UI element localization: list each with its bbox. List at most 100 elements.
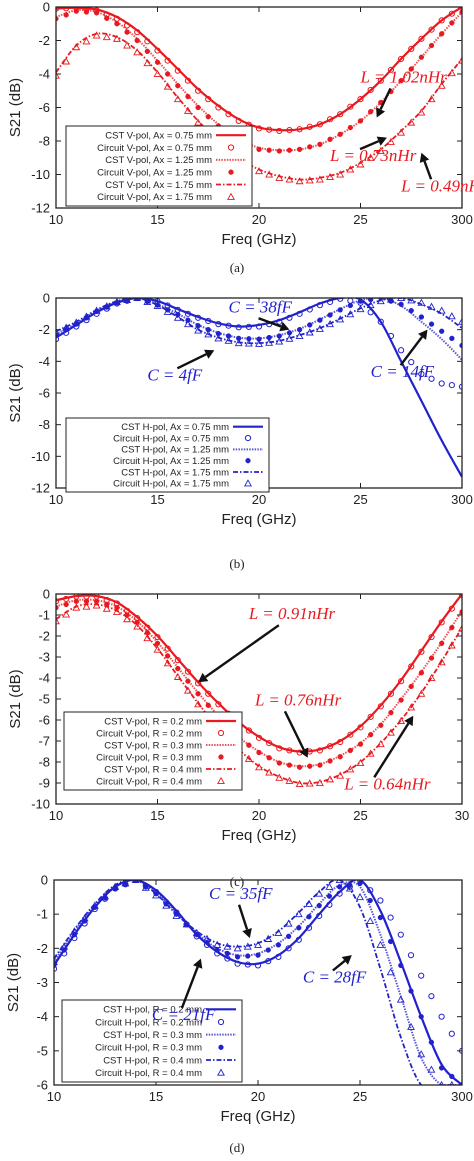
y-tick-label: -4 bbox=[36, 1009, 48, 1024]
series-5-point bbox=[163, 307, 172, 315]
series-1-point bbox=[254, 962, 262, 969]
annotation-arrow bbox=[180, 966, 199, 1009]
series-5-point bbox=[458, 56, 462, 64]
series-3-point bbox=[449, 20, 455, 26]
series-1-point bbox=[255, 734, 263, 741]
series-3-point bbox=[418, 314, 425, 320]
series-3-point bbox=[205, 114, 211, 120]
annotation-arrowhead bbox=[299, 747, 309, 758]
legend-swatch bbox=[244, 479, 252, 487]
series-1-point bbox=[398, 678, 405, 685]
series-5-point bbox=[326, 319, 335, 328]
legend-label: Circuit H-pol, R = 0.4 mm bbox=[95, 1068, 202, 1079]
panel-caption: (c) bbox=[230, 874, 244, 889]
x-tick-label: 20 bbox=[252, 808, 266, 823]
x-tick-label: 10 bbox=[49, 492, 63, 507]
series-3-point bbox=[296, 327, 303, 333]
legend-label: CST V-pol, Ax = 1.75 mm bbox=[105, 180, 212, 191]
annotation-arrowhead bbox=[419, 152, 430, 163]
series-1-point bbox=[367, 309, 374, 316]
annotation-arrowhead bbox=[341, 955, 352, 965]
series-3-point bbox=[408, 308, 414, 314]
series-5-point bbox=[80, 914, 89, 922]
series-5-point bbox=[163, 659, 172, 667]
series-5-point bbox=[123, 41, 132, 49]
series-1-point bbox=[377, 703, 384, 710]
y-tick-label: -2 bbox=[36, 941, 48, 956]
x-tick-label: 20 bbox=[251, 1089, 265, 1104]
legend-label: CST V-pol, R = 0.2 mm bbox=[104, 716, 202, 727]
series-5-point bbox=[56, 328, 60, 336]
series-3-point bbox=[449, 335, 455, 342]
series-1-point bbox=[295, 936, 302, 943]
series-line-0 bbox=[54, 880, 462, 1085]
series-3-point bbox=[214, 947, 220, 953]
series-1-point bbox=[215, 321, 222, 328]
legend-label: CST V-pol, R = 0.4 mm bbox=[104, 764, 202, 775]
x-tick-label: 25 bbox=[353, 808, 367, 823]
series-5-point bbox=[366, 749, 375, 757]
series-5-point bbox=[366, 300, 375, 309]
y-tick-label: 0 bbox=[43, 0, 50, 15]
series-5-point bbox=[204, 330, 213, 338]
series-3-point bbox=[439, 640, 445, 646]
legend-label: Circuit V-pol, R = 0.3 mm bbox=[96, 752, 202, 763]
series-3-point bbox=[428, 1039, 435, 1045]
series-5-point bbox=[112, 34, 121, 42]
legend-label: Circuit H-pol, R = 0.2 mm bbox=[95, 1017, 202, 1028]
series-line-2 bbox=[56, 598, 462, 768]
annotation-label: C = 28fF bbox=[303, 968, 367, 987]
series-1-point bbox=[377, 77, 384, 84]
annotation-arrowhead bbox=[404, 715, 414, 727]
series-3-point bbox=[255, 952, 261, 958]
series-5-point bbox=[346, 165, 355, 173]
series-5-point bbox=[72, 318, 81, 326]
series-3-point bbox=[276, 148, 282, 154]
annotation-2: C = 21fF bbox=[152, 958, 216, 1024]
series-5-point bbox=[233, 944, 242, 952]
series-5-point bbox=[386, 728, 395, 736]
series-5-point bbox=[366, 153, 375, 161]
series-3-point bbox=[124, 29, 130, 35]
series-5-point bbox=[305, 899, 313, 907]
series-5-point bbox=[447, 69, 456, 77]
series-1-point bbox=[225, 111, 232, 118]
series-5-point bbox=[102, 302, 111, 310]
annotation-1: L = 0.73nHr bbox=[329, 136, 417, 165]
y-tick-label: -12 bbox=[31, 481, 50, 496]
annotation-arrow bbox=[176, 353, 207, 370]
series-3-point bbox=[357, 880, 363, 887]
series-3-point bbox=[165, 653, 171, 659]
annotation-arrowhead bbox=[376, 107, 386, 118]
series-1-point bbox=[245, 323, 252, 330]
series-1-point bbox=[428, 993, 435, 1000]
y-tick-label: -6 bbox=[38, 713, 50, 728]
series-3-point bbox=[276, 760, 282, 766]
legend-label: Circuit H-pol, R = 0.3 mm bbox=[95, 1043, 202, 1054]
series-1-point bbox=[397, 931, 404, 938]
series-1-point bbox=[398, 55, 405, 63]
series-1-point bbox=[255, 125, 263, 132]
legend-label: Circuit V-pol, R = 0.2 mm bbox=[96, 728, 202, 739]
series-1-point bbox=[377, 318, 384, 325]
series-5-point bbox=[458, 624, 462, 632]
series-5-point bbox=[326, 775, 335, 783]
series-3-point bbox=[306, 914, 312, 920]
series-1-point bbox=[123, 22, 131, 29]
annotation-arrowhead bbox=[204, 349, 215, 359]
y-tick-label: -4 bbox=[38, 67, 50, 82]
series-3-point bbox=[154, 59, 161, 65]
series-3-point bbox=[449, 624, 455, 631]
series-3-point bbox=[337, 754, 343, 760]
annotation-0: L = 0.91nHr bbox=[198, 604, 335, 683]
series-5-point bbox=[345, 884, 354, 892]
series-5-point bbox=[295, 331, 304, 340]
y-tick-label: -8 bbox=[38, 417, 50, 432]
series-1-point bbox=[276, 745, 283, 752]
series-5-point bbox=[123, 298, 132, 303]
series-line-2 bbox=[56, 8, 462, 152]
series-5-point bbox=[417, 108, 426, 116]
series-3-point bbox=[73, 598, 79, 604]
x-tick-label: 300 bbox=[451, 492, 473, 507]
annotation-label: L = 0.64nHr bbox=[343, 774, 431, 793]
